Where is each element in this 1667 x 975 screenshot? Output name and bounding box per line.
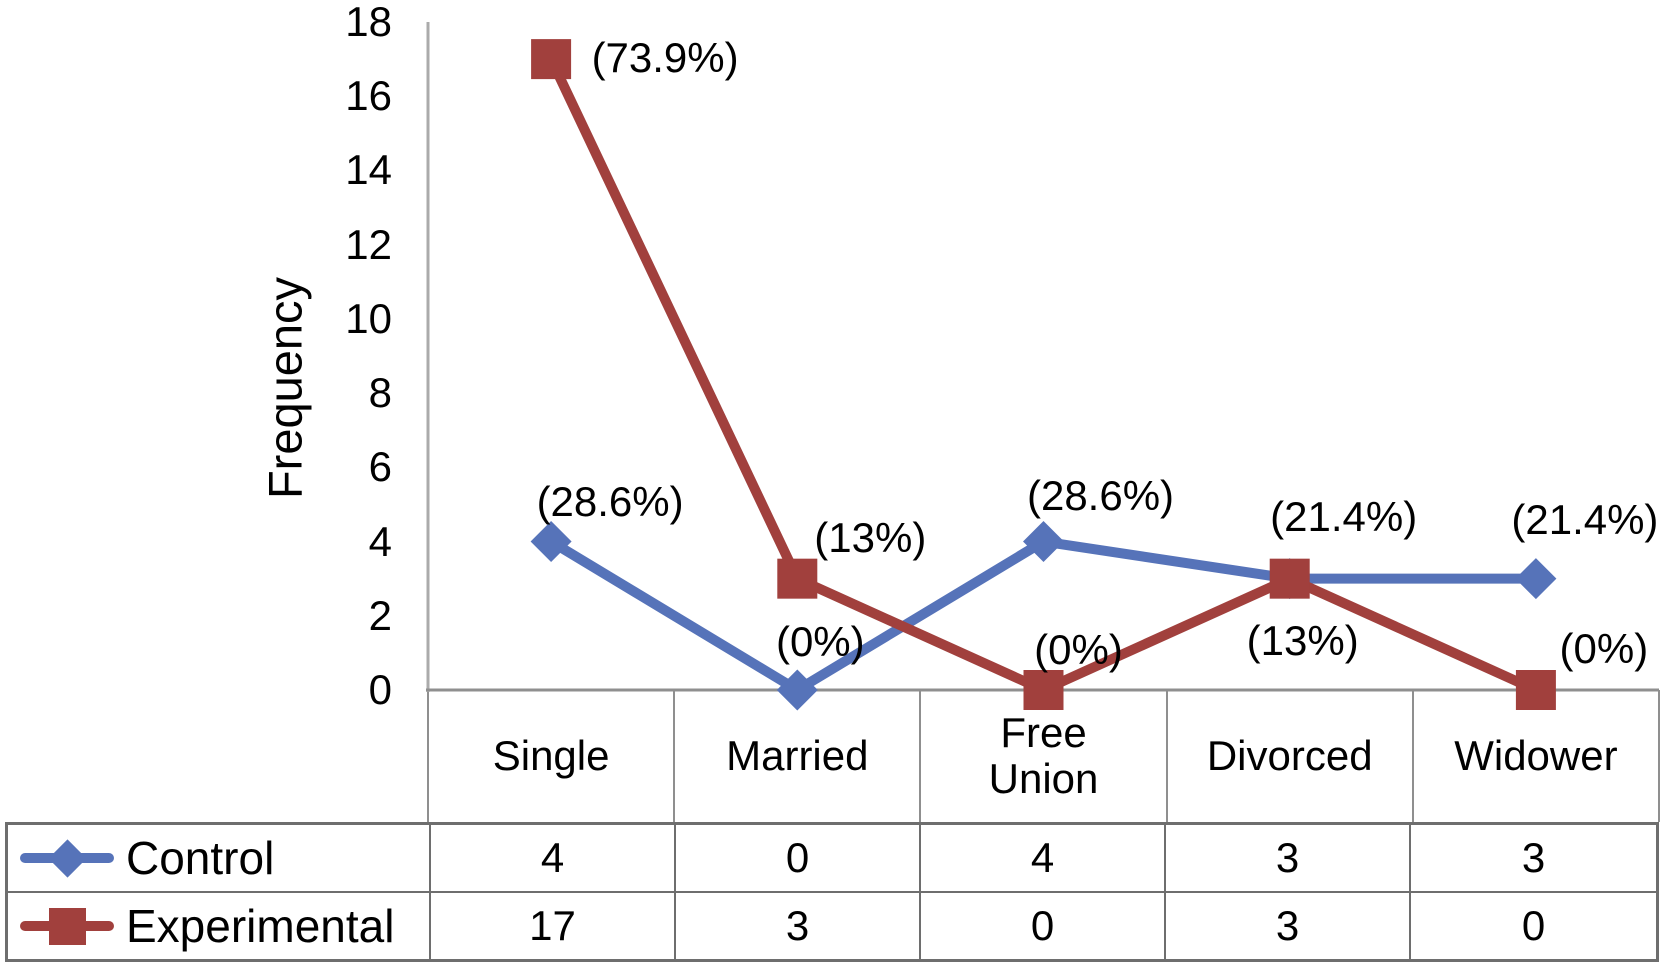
experimental-square-marker-icon (16, 898, 118, 954)
marker-control-0 (530, 521, 572, 563)
y-tick-label-18: 18 (345, 0, 392, 45)
data-label-experimental-1: (13%) (814, 513, 927, 561)
category-header-single: Single (427, 690, 676, 822)
data-label-control-2: (28.6%) (1026, 471, 1175, 519)
legend-item-control: Control (8, 825, 431, 891)
category-header-widower: Widower (1414, 690, 1661, 822)
data-label-experimental-0: (73.9%) (591, 34, 739, 82)
y-tick-label-0: 0 (368, 666, 392, 713)
category-header-married: Married (675, 690, 922, 822)
series-name-control: Control (126, 832, 275, 884)
cell-control-divorced: 3 (1166, 825, 1411, 891)
data-label-control-3: (21.4%) (1270, 492, 1418, 540)
data-label-experimental-2: (0%) (1034, 626, 1123, 673)
data-label-control-4: (21.4%) (1511, 495, 1659, 543)
experimental-square-icon (48, 907, 86, 945)
y-tick-label-4: 4 (368, 517, 392, 565)
category-header-free-union: Free Union (921, 690, 1168, 822)
cell-control-free-union: 4 (921, 825, 1166, 891)
legend-item-experimental: Experimental (8, 893, 431, 959)
data-table: Control 4 0 4 3 3 Experimental 17 3 0 3 … (5, 822, 1659, 962)
data-label-experimental-3: (13%) (1246, 616, 1359, 664)
data-label-control-1: (0%) (775, 618, 865, 665)
cell-experimental-single: 17 (431, 893, 676, 959)
marker-control-4 (1515, 558, 1557, 600)
control-diamond-icon (47, 838, 87, 878)
cell-experimental-divorced: 3 (1166, 893, 1411, 959)
marker-experimental-3 (1269, 558, 1310, 599)
y-tick-label-6: 6 (368, 443, 392, 491)
cell-experimental-free-union: 0 (921, 893, 1166, 959)
data-label-control-0: (28.6%) (536, 477, 684, 525)
data-label-experimental-4: (0%) (1559, 625, 1649, 672)
cell-experimental-widower: 0 (1521, 902, 1546, 949)
y-tick-label-10: 10 (345, 294, 392, 342)
y-tick-label-14: 14 (345, 146, 392, 194)
marker-experimental-0 (531, 39, 572, 80)
experimental-series-line (546, 56, 1538, 695)
series-name-experimental: Experimental (126, 900, 395, 952)
cell-control-single: 4 (431, 825, 676, 891)
y-tick-label-2: 2 (368, 591, 392, 639)
y-tick-label-8: 8 (368, 369, 392, 417)
marker-experimental-1 (777, 558, 818, 599)
control-diamond-marker-icon (16, 830, 118, 886)
category-header-row: Single Married Free Union Divorced Widow… (427, 690, 1661, 822)
marker-control-2 (1022, 521, 1065, 563)
cell-control-widower: 3 (1521, 834, 1546, 881)
category-header-divorced: Divorced (1168, 690, 1414, 822)
table-row-control: Control 4 0 4 3 3 (8, 825, 1656, 891)
table-row-experimental: Experimental 17 3 0 3 0 (8, 891, 1656, 959)
y-tick-label-12: 12 (345, 220, 392, 268)
cell-experimental-married: 3 (676, 893, 921, 959)
marker-control-3 (1269, 558, 1311, 600)
cell-control-married: 0 (676, 825, 921, 891)
y-tick-label-16: 16 (345, 72, 392, 120)
